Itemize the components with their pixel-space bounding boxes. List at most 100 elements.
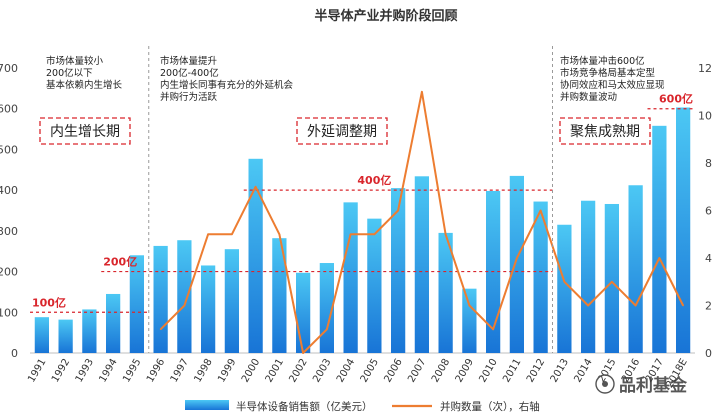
x-tick-label: 2000 [240,357,262,385]
y-right-tick-label: 6 [705,205,712,218]
bar [343,202,358,353]
y-left-tick-label: 100 [0,306,18,319]
legend: 半导体设备销售额（亿美元） 并购数量（次），右轴 [185,400,540,413]
bar [201,265,216,353]
reference-line-label: 600亿 [659,92,693,106]
x-tick-label: 1995 [121,357,143,385]
y-right-tick-label: 12 [698,62,712,75]
phase-box [39,117,131,145]
x-tick-label: 1997 [169,357,191,385]
bar [129,255,144,353]
x-tick-label: 2008 [430,357,452,385]
line-point [468,304,471,307]
reference-line-label: 200亿 [103,255,137,269]
y-left-tick-label: 200 [0,266,18,279]
x-tick-label: 2015 [596,357,618,385]
line-point [349,233,352,236]
x-tick-label: 2004 [335,357,357,385]
x-tick-label: 1993 [74,357,96,385]
bar [177,240,192,353]
line-point [278,233,281,236]
bar [391,188,406,353]
legend-bar-swatch [185,400,229,410]
watermark: 品利基金 [595,374,688,396]
phase-name: 外延调整期 [307,124,377,140]
y-left-tick-label: 500 [0,143,18,156]
line-point [492,328,494,331]
legend-line-label: 并购数量（次），右轴 [440,400,540,413]
bar [628,185,643,353]
phase-note: 市场竞争格局基本定型 [560,67,656,79]
bar [224,249,239,353]
phase-note: 基本依赖内生增长 [46,79,123,91]
bar [296,272,311,353]
line-point [611,280,613,283]
y-left-tick-label: 600 [0,103,18,116]
bar [106,293,121,353]
y-right-tick-label: 2 [705,300,712,313]
watermark-logo-icon [595,374,615,394]
line-point [563,280,566,283]
bar [581,200,596,353]
watermark-text: 品利基金 [619,375,688,396]
line-point [516,257,518,259]
bar [509,175,524,353]
line-point [302,352,304,354]
y-right-tick-label: 10 [698,110,712,123]
line-point [254,185,257,188]
phase-note: 200亿-400亿 [160,67,219,79]
bar [533,201,548,353]
legend-bar-label: 半导体设备销售额（亿美元） [236,400,373,413]
x-tick-label: 2009 [454,357,476,385]
x-axis-labels: 1991 1992 1993 1994 1995 1996 1997 1998 1999 2000… [26,357,690,390]
line-point [444,233,447,236]
line-point [159,328,162,331]
phase-note: 市场体量冲击600亿 [560,55,645,67]
line-point [183,304,186,307]
x-tick-label: 1991 [26,357,48,385]
line-series [159,90,684,354]
phase-box [296,117,388,145]
bar [676,107,691,353]
phase-note: 并购行为活跃 [160,91,218,103]
x-tick-label: 2014 [572,357,594,385]
watermark-logo-dot [602,381,608,387]
bar [652,125,667,353]
chart-title: 半导体产业并购阶段回顾 [314,8,457,24]
bar [414,176,429,353]
x-tick-label: 2007 [406,357,428,385]
y-right-tick-label: 0 [705,347,712,360]
x-tick-label: 2012 [525,357,547,385]
x-tick-label: 1994 [97,357,119,385]
phase-note: 协同效应和马太效应显现 [560,79,665,91]
x-tick-label: 1996 [145,357,167,385]
x-tick-label: 2011 [501,357,523,385]
y-axis-left: 0 100 200 300 400 500 600 700 [0,62,18,360]
line-point [326,328,328,331]
reference-line-label: 400亿 [357,173,391,187]
phase-box [559,117,651,145]
x-tick-label: 2010 [477,357,499,385]
x-tick-label: 2001 [264,357,286,385]
bar-series [34,107,691,353]
bar [248,158,263,353]
x-tick-label: 1998 [192,357,214,385]
bar [367,218,382,353]
y-axis-right: 0 2 4 6 8 10 12 [698,62,712,360]
phase-note: 200亿以下 [46,67,93,79]
bar [58,319,73,353]
bar [319,263,334,353]
line-point [397,209,399,212]
x-tick-label: 2005 [359,357,381,385]
phase-note: 市场体量提升 [160,55,218,67]
line-point [373,233,376,236]
phase-note: 市场体量较小 [46,55,104,67]
bar [153,245,168,353]
y-left-tick-label: 400 [0,184,18,197]
line-point [421,90,423,93]
y-left-tick-label: 700 [0,62,18,75]
phase-note: 并购数量波动 [560,91,617,103]
line-point [658,257,661,259]
line-point [207,233,209,236]
bar [462,288,477,353]
